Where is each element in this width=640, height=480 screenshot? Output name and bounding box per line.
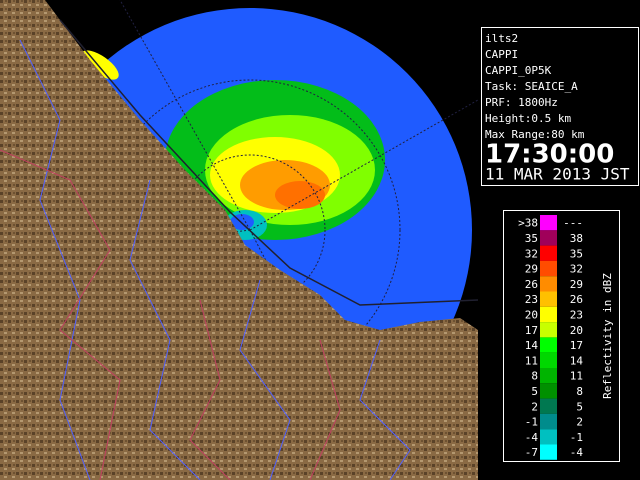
- legend-box: [503, 210, 620, 462]
- legend-swatch: [540, 368, 557, 384]
- legend-high: 8: [576, 385, 583, 398]
- legend-high: 11: [570, 370, 583, 383]
- legend-low: -4: [525, 431, 539, 444]
- legend-low: 17: [525, 324, 538, 337]
- station: ilts2: [485, 32, 518, 45]
- legend-high: 23: [570, 308, 583, 321]
- legend-swatch: [540, 383, 557, 399]
- legend-swatch: [540, 352, 557, 368]
- product: CAPPI: [485, 48, 518, 61]
- legend-high: 14: [570, 354, 584, 367]
- legend-swatch: [540, 276, 557, 292]
- max-range: Max Range:80 km: [485, 128, 585, 141]
- legend-swatch: [540, 413, 557, 430]
- legend-low: 14: [525, 339, 539, 352]
- legend-high: 35: [570, 247, 583, 260]
- legend-low: 20: [525, 308, 538, 321]
- legend-swatch: [540, 322, 557, 338]
- legend-swatch: [540, 230, 557, 246]
- time: 17:30:00: [485, 140, 614, 170]
- legend-swatch: [540, 245, 557, 261]
- legend-swatch: [540, 260, 557, 277]
- legend-rows: >38 --- 35 38 32 35 29 32 26 29 23 26 20 23 17 20 14 17 11…: [518, 215, 583, 460]
- legend-low: >38: [518, 217, 538, 230]
- legend-high: 20: [570, 324, 583, 337]
- legend-low: 2: [531, 400, 538, 413]
- legend-swatch: [540, 444, 557, 460]
- legend-swatch: [540, 429, 557, 445]
- legend-low: 11: [525, 354, 538, 367]
- legend-high: 26: [570, 293, 583, 306]
- legend-swatch: [540, 337, 557, 353]
- legend-low: 32: [525, 247, 538, 260]
- legend-title: Reflectivity in dBZ: [601, 273, 614, 399]
- legend-low: 35: [525, 232, 538, 245]
- legend-swatch: [540, 398, 557, 414]
- legend-high: -4: [570, 446, 584, 459]
- product-name: CAPPI_0P5K: [485, 64, 552, 77]
- info-panel: [481, 27, 639, 186]
- legend-low: 23: [525, 293, 538, 306]
- legend-high: 29: [570, 278, 583, 291]
- legend-high: -1: [570, 431, 583, 444]
- legend-high: ---: [563, 217, 583, 230]
- legend-low: 8: [531, 370, 538, 383]
- legend-high: 38: [570, 232, 583, 245]
- legend-swatch: [540, 306, 557, 323]
- legend-swatch: [540, 291, 557, 307]
- legend-swatch: [540, 215, 557, 231]
- legend-low: 29: [525, 263, 538, 276]
- prf: PRF: 1800Hz: [485, 96, 558, 109]
- legend-high: 2: [576, 416, 583, 429]
- legend-high: 17: [570, 339, 583, 352]
- height: Height:0.5 km: [485, 112, 571, 125]
- legend-high: 32: [570, 263, 583, 276]
- legend-low: -1: [525, 416, 538, 429]
- task: Task: SEAICE_A: [485, 80, 578, 93]
- date: 11 MAR 2013 JST: [485, 165, 630, 184]
- legend-low: 5: [531, 385, 538, 398]
- legend-low: 26: [525, 278, 538, 291]
- radar-map: [0, 0, 478, 480]
- legend-low: -7: [525, 446, 538, 459]
- legend-high: 5: [576, 400, 583, 413]
